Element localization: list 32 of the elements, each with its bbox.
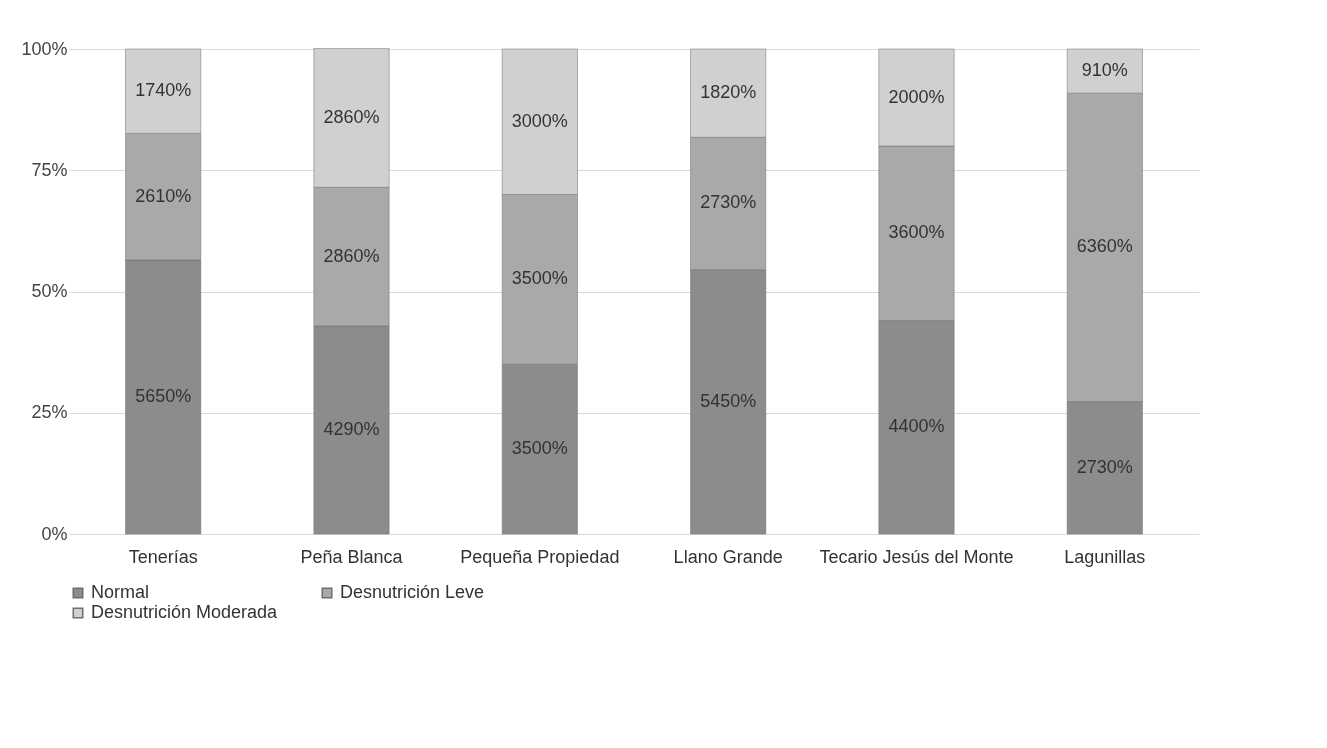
data-label: 1740% xyxy=(135,80,192,101)
x-tick-label: Tecario Jesús del Monte xyxy=(819,546,1014,567)
x-tick-label: Peña Blanca xyxy=(300,546,404,567)
data-label: 2730% xyxy=(1076,456,1133,477)
x-tick-label: Pequeña Propiedad xyxy=(460,546,620,567)
data-label: 4290% xyxy=(323,418,380,439)
y-tick-label: 100% xyxy=(21,38,68,59)
data-label: 3000% xyxy=(511,110,568,131)
data-label: 5450% xyxy=(700,390,757,411)
data-label: 1820% xyxy=(700,82,757,103)
legend-label: Desnutrición Leve xyxy=(340,582,485,602)
data-label: 2860% xyxy=(323,106,380,127)
y-tick-label: 25% xyxy=(31,402,68,423)
x-tick-label: Lagunillas xyxy=(1064,546,1146,567)
data-label: 4400% xyxy=(888,416,945,437)
y-tick-label: 75% xyxy=(31,159,68,180)
y-tick-label: 50% xyxy=(31,281,68,301)
data-label: 5650% xyxy=(135,385,192,406)
x-tick-label: Llano Grande xyxy=(673,546,783,567)
data-label: 3500% xyxy=(511,438,568,459)
data-label: 6360% xyxy=(1076,236,1133,257)
data-label: 2730% xyxy=(700,192,757,213)
legend-label: Normal xyxy=(91,582,150,602)
legend-label: Desnutrición Moderada xyxy=(91,602,279,622)
y-tick-label: 0% xyxy=(41,523,68,544)
data-label: 3500% xyxy=(511,268,568,289)
data-label: 3600% xyxy=(888,222,945,243)
data-label: 2860% xyxy=(323,245,380,266)
data-label: 910% xyxy=(1081,60,1128,81)
data-label: 2610% xyxy=(135,185,192,206)
data-label: 2000% xyxy=(888,86,945,107)
x-tick-label: Tenerías xyxy=(128,546,198,567)
